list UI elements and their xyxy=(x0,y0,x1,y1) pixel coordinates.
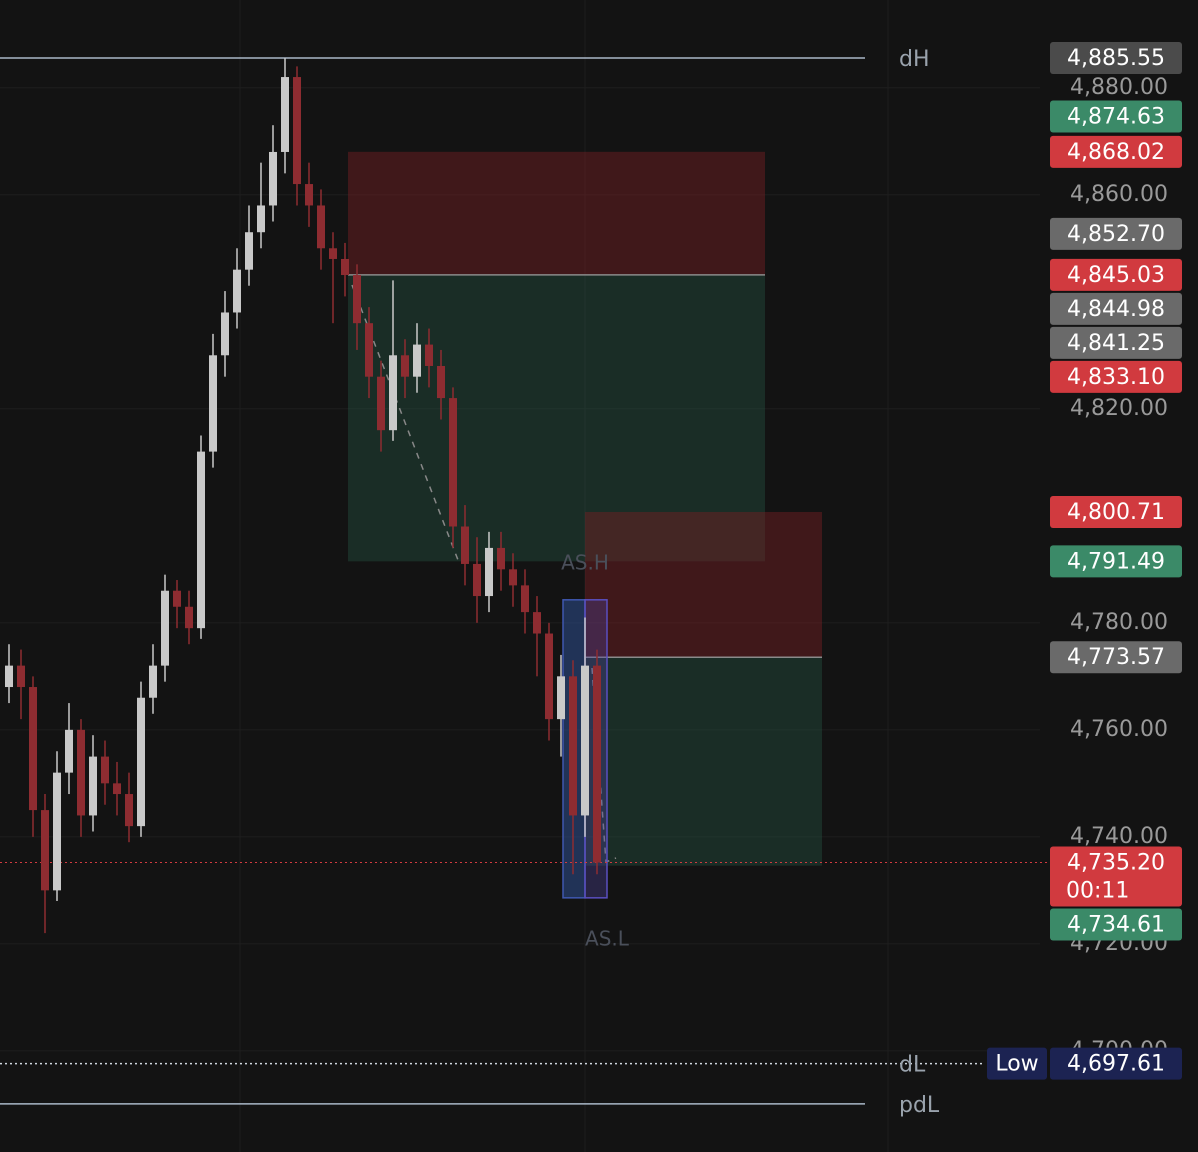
candle-body xyxy=(137,697,145,827)
price-tag-label: 4,845.03 xyxy=(1067,263,1165,288)
price-tag-label: 4,844.98 xyxy=(1067,297,1165,322)
price-tag-prefix-label: Low xyxy=(995,1052,1038,1077)
y-tick-label: 4,760.00 xyxy=(1070,717,1168,742)
price-tag-label: 4,874.63 xyxy=(1067,104,1165,129)
y-tick-label: 4,820.00 xyxy=(1070,396,1168,421)
candle-body xyxy=(5,665,13,688)
candle-body xyxy=(581,665,589,816)
candle-body xyxy=(209,355,217,452)
candle-body xyxy=(173,590,181,607)
price-tag xyxy=(1050,258,1182,291)
y-tick-label: 4,780.00 xyxy=(1070,610,1168,635)
candle-body xyxy=(41,810,49,891)
price-tag xyxy=(1050,1047,1182,1080)
target-zone xyxy=(348,274,765,562)
price-tag xyxy=(1050,360,1182,393)
candle-body xyxy=(545,633,553,720)
target-zone xyxy=(585,657,822,866)
candle-body xyxy=(161,590,169,666)
price-tag xyxy=(1050,641,1182,674)
candle-body xyxy=(65,729,73,773)
price-tag xyxy=(1050,846,1182,907)
candle-body xyxy=(569,676,577,816)
price-tag-prefix xyxy=(987,1047,1047,1080)
candle-body xyxy=(257,205,265,233)
candle-body xyxy=(269,151,277,206)
candle-body xyxy=(533,612,541,634)
candle-body xyxy=(89,756,97,816)
candle-body xyxy=(185,606,193,629)
candle-body xyxy=(377,376,385,431)
candle-body xyxy=(521,585,529,613)
candle-body xyxy=(497,547,505,570)
candle-body xyxy=(485,547,493,597)
price-tag xyxy=(1050,42,1182,75)
price-tag-label: 4,885.55 xyxy=(1067,46,1165,71)
y-tick-label: 4,860.00 xyxy=(1070,182,1168,207)
candle-body xyxy=(341,258,349,276)
candle-body xyxy=(305,184,313,206)
candle-body xyxy=(113,783,121,795)
candle-body xyxy=(29,687,37,811)
candle-body xyxy=(197,451,205,629)
candle-body xyxy=(401,355,409,377)
candle-body xyxy=(17,665,25,688)
candle-body xyxy=(317,205,325,249)
price-tag xyxy=(1050,908,1182,941)
candle-body xyxy=(281,77,289,152)
price-tag xyxy=(1050,100,1182,133)
price-tag-label: 4,734.61 xyxy=(1067,913,1165,938)
price-tag xyxy=(1050,326,1182,359)
candle-body xyxy=(353,275,361,324)
stop-zone xyxy=(348,151,765,275)
candle-body xyxy=(389,355,397,431)
candle-body xyxy=(245,232,253,270)
candle-body xyxy=(125,794,133,827)
candle-body xyxy=(461,526,469,564)
price-tag-label: 4,852.70 xyxy=(1067,222,1165,247)
session-high-label: AS.H xyxy=(561,550,609,574)
price-tag-label: 4,697.61 xyxy=(1067,1052,1165,1077)
price-tag-label: 4,841.25 xyxy=(1067,331,1165,356)
candle-body xyxy=(101,756,109,784)
session-low-label: AS.L xyxy=(585,926,630,950)
candle-body xyxy=(425,344,433,366)
candle-body xyxy=(233,269,241,313)
candle-body xyxy=(149,665,157,698)
y-tick-label: 4,740.00 xyxy=(1070,824,1168,849)
candle-body xyxy=(593,665,601,863)
price-tag xyxy=(1050,545,1182,578)
level-label: pdL xyxy=(899,1093,940,1118)
level-label: dL xyxy=(899,1053,926,1078)
candle-body xyxy=(329,248,337,259)
price-tag-label: 4,800.71 xyxy=(1067,500,1165,525)
candle-body xyxy=(77,729,85,816)
countdown: 00:11 xyxy=(1066,879,1129,904)
candle-body xyxy=(473,563,481,597)
price-tag-label: 4,791.49 xyxy=(1067,549,1165,574)
candle-body xyxy=(557,676,565,720)
stop-zone xyxy=(585,512,822,658)
price-tag xyxy=(1050,496,1182,529)
price-tag-label: 4,773.57 xyxy=(1067,645,1165,670)
candle-body xyxy=(413,344,421,377)
candle-body xyxy=(365,323,373,377)
candle-body xyxy=(53,772,61,891)
price-tag xyxy=(1050,292,1182,325)
price-tag-label: 4,735.20 xyxy=(1067,851,1165,876)
candle-body xyxy=(437,365,445,399)
level-label: dH xyxy=(899,47,930,72)
candle-body xyxy=(449,398,457,527)
price-tag xyxy=(1050,217,1182,250)
candle-body xyxy=(221,312,229,356)
price-tag-label: 4,833.10 xyxy=(1067,365,1165,390)
y-tick-label: 4,880.00 xyxy=(1070,75,1168,100)
price-tag-label: 4,868.02 xyxy=(1067,140,1165,165)
candle-body xyxy=(293,77,301,185)
price-tag xyxy=(1050,135,1182,168)
candle-body xyxy=(509,569,517,586)
